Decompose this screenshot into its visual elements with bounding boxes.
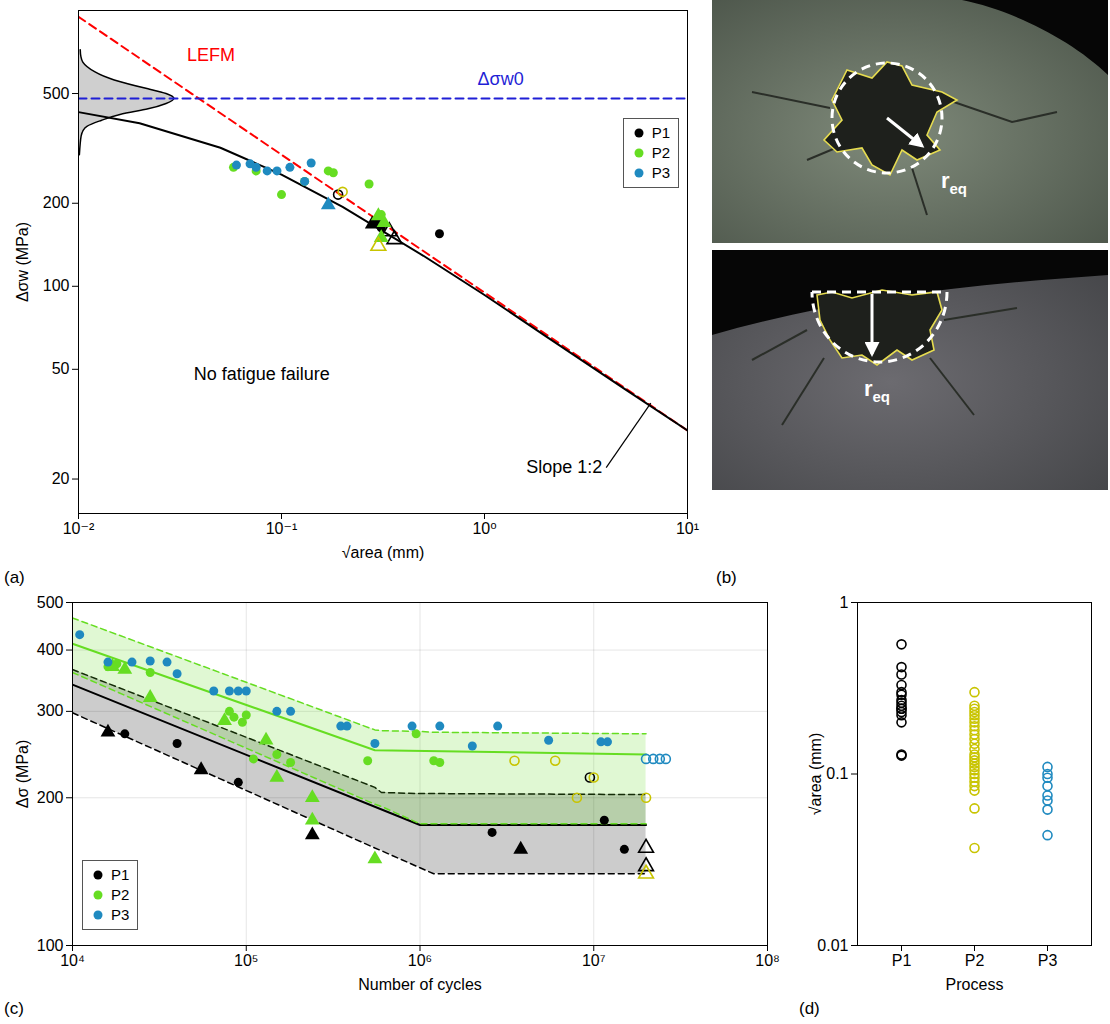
html-text:P1: P1 <box>111 866 130 883</box>
svg-text:req: req <box>864 376 890 405</box>
svg-text:No fatigue failure: No fatigue failure <box>194 364 330 384</box>
html-text:(a): (a) <box>4 568 25 587</box>
svg-text:500: 500 <box>37 594 64 611</box>
svg-text:Δσ (MPa): Δσ (MPa) <box>14 740 31 809</box>
svg-text:10⁵: 10⁵ <box>234 952 258 969</box>
svg-text:100: 100 <box>36 936 64 954</box>
svg-text:10⁰: 10⁰ <box>472 520 496 537</box>
svg-text:10⁻¹: 10⁻¹ <box>266 520 298 537</box>
svg-text:100: 100 <box>43 277 70 294</box>
svg-text:√area (mm): √area (mm) <box>342 544 425 561</box>
svg-text:Slope 1:2: Slope 1:2 <box>526 457 602 477</box>
html-text:P2: P2 <box>111 886 130 903</box>
svg-text:10¹: 10¹ <box>676 520 699 537</box>
svg-text:10⁴: 10⁴ <box>60 952 85 969</box>
svg-text:Δσw (MPa): Δσw (MPa) <box>14 222 31 302</box>
svg-text:500: 500 <box>43 85 70 102</box>
svg-text:Process: Process <box>946 976 1004 993</box>
svg-text:10⁶: 10⁶ <box>408 952 432 969</box>
html-text:P3: P3 <box>651 164 670 181</box>
svg-text:50: 50 <box>52 360 70 377</box>
html-text:(d): (d) <box>799 999 820 1018</box>
svg-text:200: 200 <box>37 789 64 806</box>
svg-text:LEFM: LEFM <box>187 45 235 65</box>
svg-text:Number of cycles: Number of cycles <box>358 976 482 993</box>
svg-text:req: req <box>941 168 967 197</box>
svg-text:10⁸: 10⁸ <box>755 952 780 969</box>
svg-text:1: 1 <box>840 594 849 611</box>
svg-text:P3: P3 <box>1038 952 1058 969</box>
html-text:P1: P1 <box>651 124 670 141</box>
svg-text:10⁷: 10⁷ <box>582 952 606 969</box>
html-text:(c): (c) <box>4 999 24 1018</box>
svg-text:400: 400 <box>37 641 64 658</box>
html-text:P3: P3 <box>111 906 130 923</box>
svg-text:300: 300 <box>37 702 64 719</box>
svg-text:Δσw0: Δσw0 <box>477 69 523 89</box>
svg-text:200: 200 <box>43 194 70 211</box>
html-text:P2: P2 <box>651 144 670 161</box>
svg-text:√area (mm): √area (mm) <box>807 733 824 816</box>
svg-text:10⁻²: 10⁻² <box>63 520 95 537</box>
html-text:(b): (b) <box>716 568 737 587</box>
svg-text:0.1: 0.1 <box>826 765 848 782</box>
svg-text:20: 20 <box>52 470 70 487</box>
svg-text:P2: P2 <box>965 952 985 969</box>
svg-text:P1: P1 <box>892 952 912 969</box>
svg-text:0.01: 0.01 <box>817 937 848 954</box>
